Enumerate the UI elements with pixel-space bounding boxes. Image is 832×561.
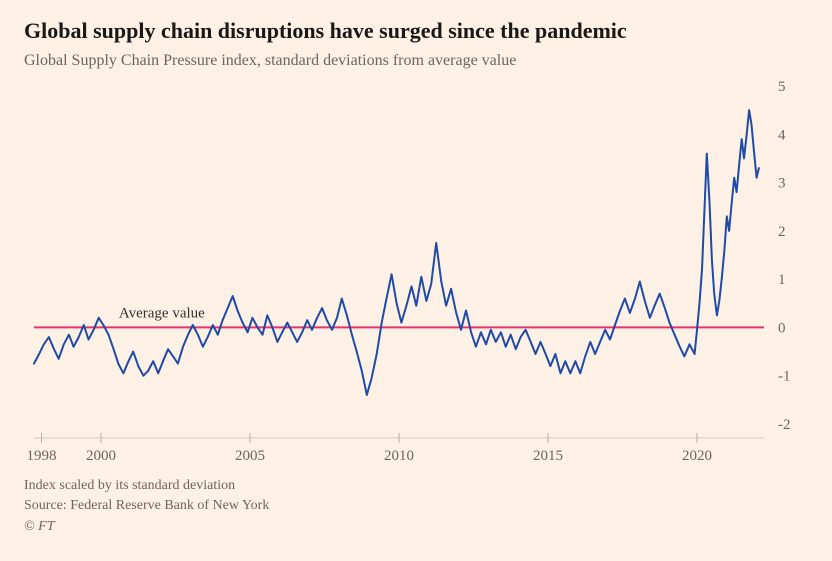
average-value-label: Average value <box>119 305 205 321</box>
x-tick-label: 2000 <box>86 448 116 464</box>
chart-subtitle: Global Supply Chain Pressure index, stan… <box>24 52 808 70</box>
x-tick-label: 2010 <box>384 448 414 464</box>
x-tick-label: 2020 <box>682 448 712 464</box>
y-tick-label: 0 <box>778 320 786 336</box>
y-tick-label: 3 <box>778 176 786 192</box>
y-tick-label: 4 <box>778 127 786 143</box>
copyright-text: © FT <box>24 517 808 537</box>
y-tick-label: -2 <box>778 417 791 433</box>
chart-area: -2 -1 0 1 2 3 4 5 Average value 1998 2000 2005 2010 2… <box>24 76 808 466</box>
y-tick-label: 2 <box>778 224 786 240</box>
source-text: Source: Federal Reserve Bank of New York <box>24 496 808 516</box>
y-tick-label: 5 <box>778 79 786 95</box>
y-tick-label: -1 <box>778 369 791 385</box>
x-tick-label: 2005 <box>235 448 265 464</box>
x-tick-label: 1998 <box>26 448 56 464</box>
x-tick-label: 2015 <box>533 448 563 464</box>
footnote-text: Index scaled by its standard deviation <box>24 476 808 496</box>
chart-footer: Index scaled by its standard deviation S… <box>24 476 808 537</box>
chart-svg: -2 -1 0 1 2 3 4 5 Average value 1998 2000 2005 2010 2… <box>24 76 808 466</box>
series-line <box>34 110 759 395</box>
chart-title: Global supply chain disruptions have sur… <box>24 18 808 44</box>
y-tick-label: 1 <box>778 272 786 288</box>
